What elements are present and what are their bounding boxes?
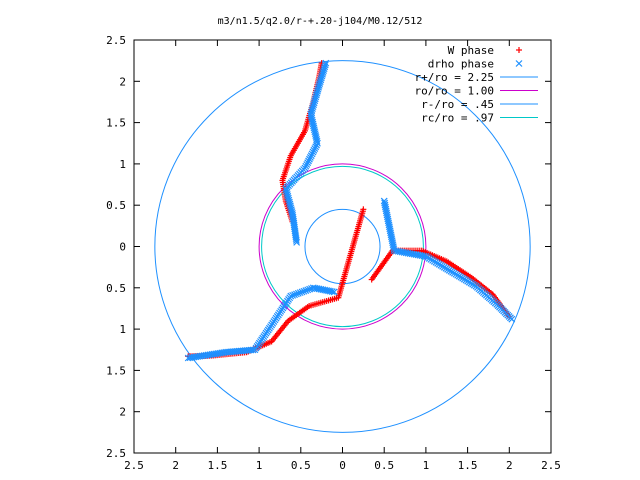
y-tick-label: 2.5 xyxy=(106,447,126,460)
drho-phase-point xyxy=(292,290,300,298)
y-tick-label: 1 xyxy=(119,158,126,171)
drho-phase-point xyxy=(309,103,317,111)
drho-phase-point xyxy=(322,59,330,67)
x-tick-label: 1 xyxy=(256,459,263,472)
drho-phase-point xyxy=(302,162,310,170)
legend-label: r-/ro = .45 xyxy=(421,98,494,111)
drho-phase-point xyxy=(306,285,313,293)
drho-phase-point xyxy=(307,108,315,116)
x-tick-label: 2 xyxy=(172,459,179,472)
drho-phase-point xyxy=(312,93,320,101)
y-tick-label: 0.5 xyxy=(106,199,126,212)
x-tick-label: 1 xyxy=(423,459,430,472)
y-tick-label: 0 xyxy=(119,241,126,254)
drho-phase-point xyxy=(508,315,516,323)
drho-phase-point xyxy=(311,95,319,103)
y-tick-label: 1.5 xyxy=(106,364,126,377)
drho-phase-point xyxy=(310,101,318,109)
chart-title: m3/n1.5/q2.0/r-+.20-j104/M0.12/512 xyxy=(218,16,423,27)
y-tick-label: 2 xyxy=(119,406,126,419)
drho-phase-point xyxy=(321,61,329,69)
drho-phase-point xyxy=(308,150,316,158)
x-tick-label: 0.5 xyxy=(291,459,311,472)
axis-ticks: 2.5 2 1.5 1 0.5 0 0.5 1 1.5 2 2.52.521.510.500.511… xyxy=(106,34,561,472)
y-tick-label: 0.5 xyxy=(106,282,126,295)
drho-phase-point xyxy=(420,252,428,260)
circle-0 xyxy=(154,60,531,433)
drho-phase-point xyxy=(306,153,314,161)
drho-phase-point xyxy=(312,91,320,99)
drho-phase-point xyxy=(307,152,315,160)
drho-phase-point xyxy=(310,146,318,154)
x-tick-label: 1.5 xyxy=(458,459,478,472)
phase-markers xyxy=(184,59,516,362)
y-tick-label: 1 xyxy=(119,323,126,336)
drho-phase-point xyxy=(184,354,192,362)
drho-phase-point xyxy=(309,284,317,292)
drho-phase-point xyxy=(515,60,523,67)
drho-phase-point xyxy=(309,105,316,112)
drho-phase-point xyxy=(302,287,310,294)
drho-phase-point xyxy=(314,87,321,95)
legend-label: ro/ro = 1.00 xyxy=(415,85,494,98)
x-tick-label: 1.5 xyxy=(207,459,227,472)
circle-1 xyxy=(258,163,427,330)
y-tick-label: 1.5 xyxy=(106,117,126,130)
drho-phase-point xyxy=(296,289,304,297)
legend-label: rc/ro = .97 xyxy=(421,112,494,125)
y-tick-label: 2 xyxy=(119,75,126,88)
drho-phase-point xyxy=(314,85,322,93)
drho-phase-point xyxy=(312,143,320,151)
drho-phase-point xyxy=(315,83,323,91)
drho-phase-point xyxy=(307,110,315,118)
drho-phase-point xyxy=(291,291,298,299)
drho-phase-point xyxy=(294,289,302,297)
drho-phase-point xyxy=(304,286,312,294)
drho-phase-point xyxy=(186,354,194,362)
drho-phase-point xyxy=(313,89,321,97)
drho-phase-point xyxy=(311,145,319,152)
drho-phase-point xyxy=(310,99,318,107)
x-tick-label: 2.5 xyxy=(541,459,561,472)
circle-3 xyxy=(261,165,424,328)
drho-phase-point xyxy=(298,288,306,296)
drho-phase-point xyxy=(308,107,316,114)
x-tick-label: 2 xyxy=(506,459,513,472)
drho-phase-point xyxy=(303,161,311,168)
drho-phase-point xyxy=(305,157,312,165)
x-tick-label: 0.5 xyxy=(374,459,394,472)
legend-label: r+/ro = 2.25 xyxy=(415,71,494,84)
drho-phase-point xyxy=(311,97,319,105)
drho-phase-point xyxy=(300,287,308,295)
x-tick-label: 0 xyxy=(339,459,346,472)
w-phase-point xyxy=(516,47,522,53)
x-tick-label: 2.5 xyxy=(124,459,144,472)
drho-phase-point xyxy=(304,159,312,167)
drho-phase-point xyxy=(309,148,317,156)
drho-phase-point xyxy=(306,155,313,163)
drho-phase-point xyxy=(308,285,315,292)
legend-label: W phase xyxy=(448,44,494,57)
legend-label: drho phase xyxy=(428,58,494,71)
drho-phase-point xyxy=(301,164,309,172)
y-tick-label: 2.5 xyxy=(106,34,126,47)
